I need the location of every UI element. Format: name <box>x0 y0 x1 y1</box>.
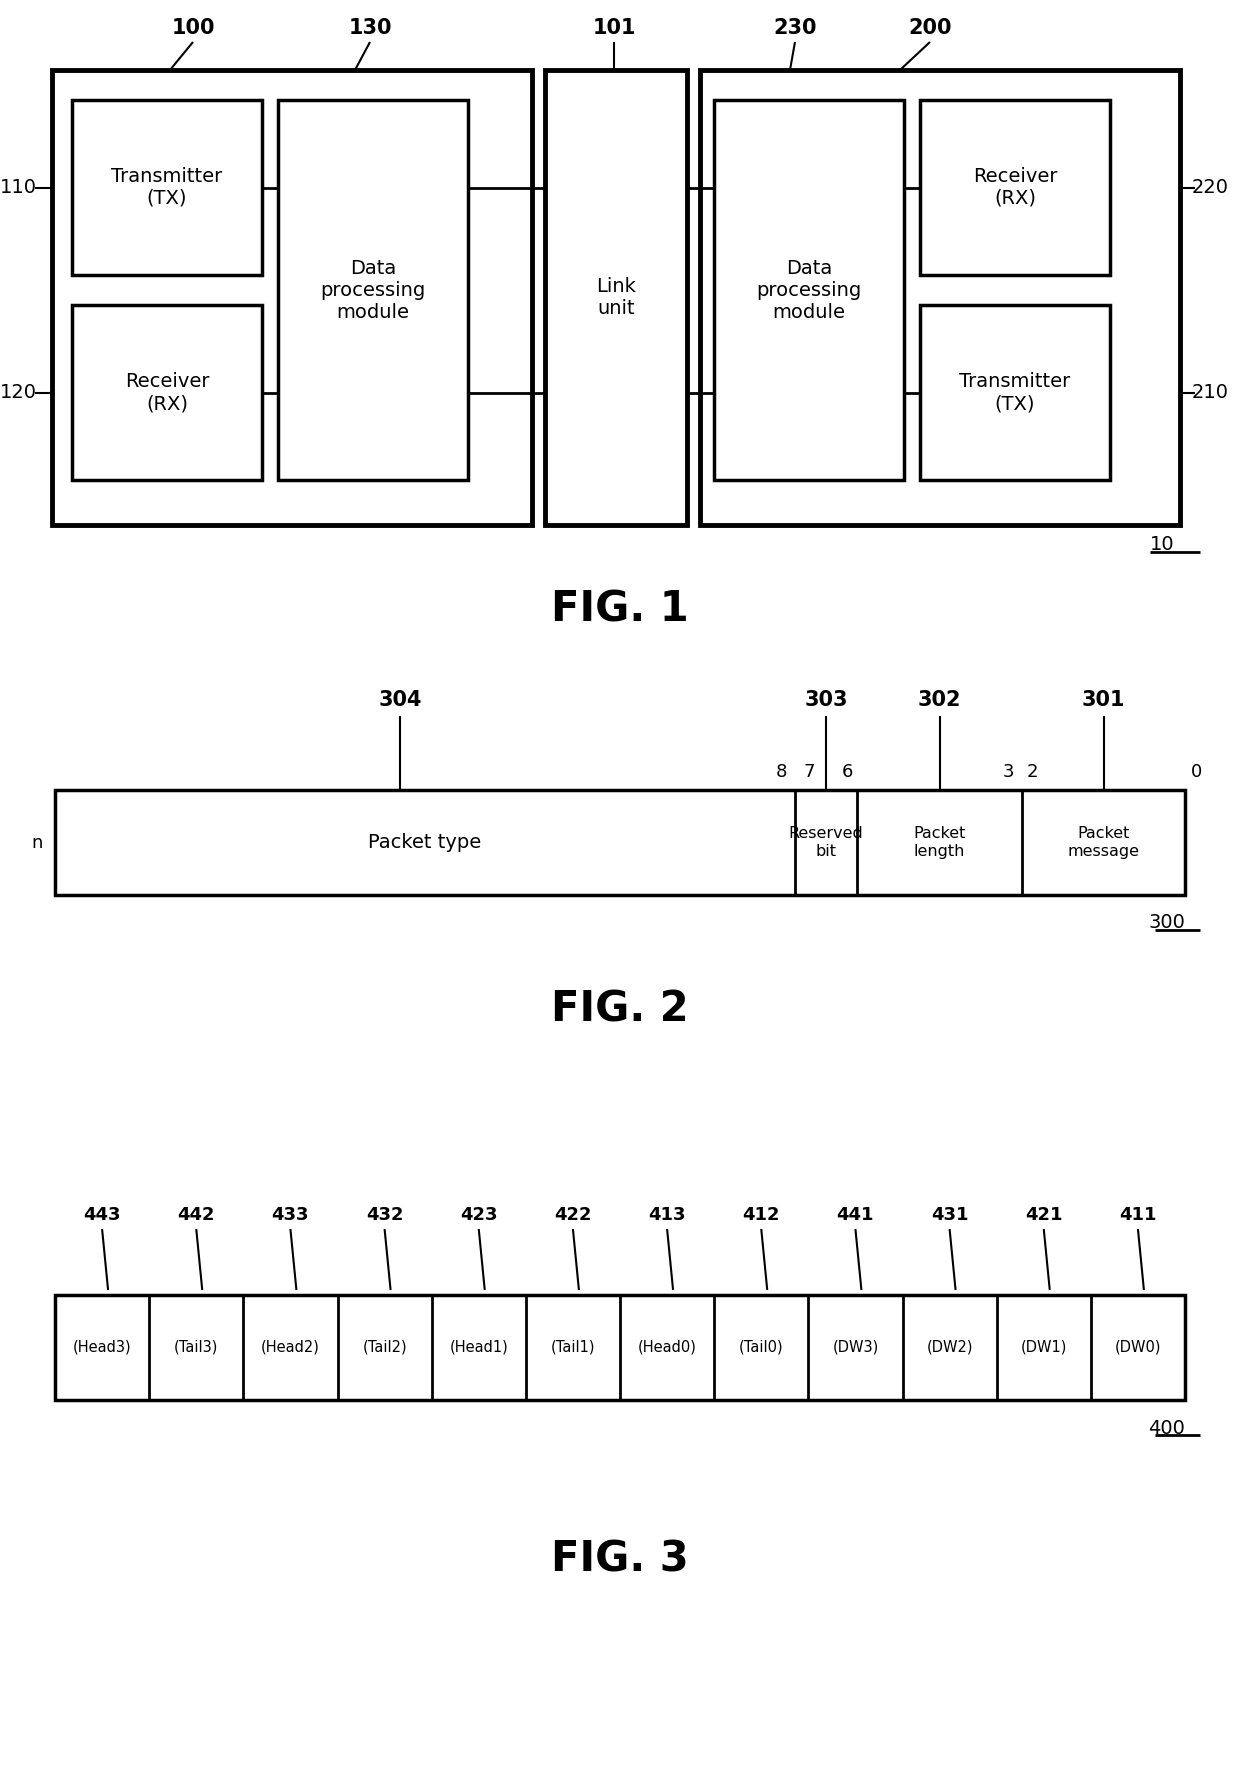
Text: Transmitter
(TX): Transmitter (TX) <box>960 371 1070 412</box>
Text: FIG. 1: FIG. 1 <box>551 588 689 631</box>
Text: (Head0): (Head0) <box>637 1340 697 1356</box>
Text: 432: 432 <box>366 1207 403 1224</box>
Text: 303: 303 <box>805 689 848 711</box>
Text: Link
unit: Link unit <box>596 277 636 318</box>
Bar <box>55 791 1185 896</box>
Text: (DW2): (DW2) <box>926 1340 973 1356</box>
Text: 412: 412 <box>743 1207 780 1224</box>
Text: Packet
message: Packet message <box>1068 826 1140 858</box>
Text: 423: 423 <box>460 1207 497 1224</box>
Text: 302: 302 <box>918 689 961 711</box>
Text: Data
processing
module: Data processing module <box>756 258 862 322</box>
Text: Reserved
bit: Reserved bit <box>789 826 863 858</box>
Text: Packet
length: Packet length <box>914 826 966 858</box>
Bar <box>714 100 904 480</box>
Text: Data
processing
module: Data processing module <box>320 258 425 322</box>
Text: 433: 433 <box>272 1207 309 1224</box>
Text: (Head2): (Head2) <box>260 1340 320 1356</box>
Text: 422: 422 <box>554 1207 591 1224</box>
Text: 220: 220 <box>1192 178 1229 197</box>
Text: 110: 110 <box>0 178 36 197</box>
Text: 6: 6 <box>841 762 853 782</box>
Text: 413: 413 <box>649 1207 686 1224</box>
Text: 230: 230 <box>774 18 817 37</box>
Text: 8: 8 <box>775 762 786 782</box>
Text: 2: 2 <box>1027 762 1038 782</box>
Text: Transmitter
(TX): Transmitter (TX) <box>112 167 223 208</box>
Text: 7: 7 <box>804 762 815 782</box>
Text: 0: 0 <box>1192 762 1203 782</box>
Text: (DW3): (DW3) <box>832 1340 879 1356</box>
Text: 10: 10 <box>1151 535 1176 554</box>
Bar <box>920 306 1110 480</box>
Text: 130: 130 <box>348 18 392 37</box>
Text: (DW1): (DW1) <box>1021 1340 1066 1356</box>
Text: FIG. 3: FIG. 3 <box>551 1539 689 1582</box>
Text: FIG. 2: FIG. 2 <box>552 990 688 1031</box>
Bar <box>546 69 687 524</box>
Bar <box>920 100 1110 275</box>
Text: (Tail0): (Tail0) <box>739 1340 784 1356</box>
Bar <box>55 1295 1185 1400</box>
Bar <box>278 100 467 480</box>
Bar <box>52 69 532 524</box>
Text: (Tail1): (Tail1) <box>551 1340 595 1356</box>
Text: 442: 442 <box>177 1207 215 1224</box>
Text: 443: 443 <box>83 1207 120 1224</box>
Text: n: n <box>31 833 42 851</box>
Text: 210: 210 <box>1192 384 1229 402</box>
Text: (Head3): (Head3) <box>73 1340 131 1356</box>
Text: (Head1): (Head1) <box>449 1340 508 1356</box>
Text: 3: 3 <box>1002 762 1014 782</box>
Text: Receiver
(RX): Receiver (RX) <box>972 167 1058 208</box>
Text: 120: 120 <box>0 384 36 402</box>
Text: (DW0): (DW0) <box>1115 1340 1161 1356</box>
Bar <box>72 100 262 275</box>
Text: 400: 400 <box>1148 1418 1185 1438</box>
Text: 421: 421 <box>1025 1207 1063 1224</box>
Text: 431: 431 <box>931 1207 968 1224</box>
Text: (Tail2): (Tail2) <box>362 1340 407 1356</box>
Text: 301: 301 <box>1081 689 1125 711</box>
Text: 411: 411 <box>1120 1207 1157 1224</box>
Text: 300: 300 <box>1148 913 1185 933</box>
Text: 441: 441 <box>837 1207 874 1224</box>
Bar <box>701 69 1180 524</box>
Text: 101: 101 <box>593 18 636 37</box>
Text: Packet type: Packet type <box>368 833 481 851</box>
Text: 100: 100 <box>171 18 215 37</box>
Text: (Tail3): (Tail3) <box>174 1340 218 1356</box>
Text: 200: 200 <box>908 18 952 37</box>
Text: 304: 304 <box>378 689 422 711</box>
Bar <box>72 306 262 480</box>
Text: Receiver
(RX): Receiver (RX) <box>125 371 210 412</box>
